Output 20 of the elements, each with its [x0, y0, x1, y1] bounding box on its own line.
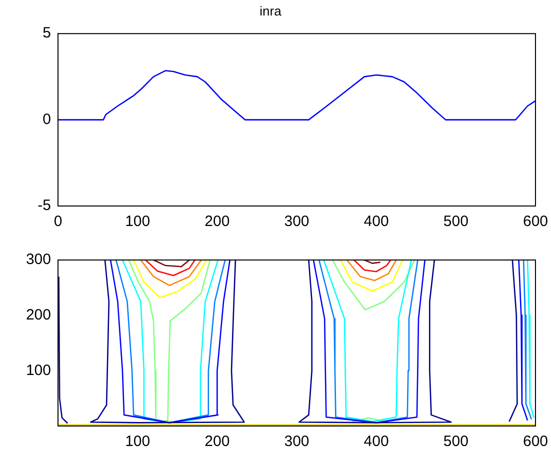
y-tick-label: 200: [26, 306, 51, 324]
x-tick-label: 100: [125, 433, 150, 450]
y-tick-label: 300: [26, 251, 51, 268]
x-tick-label: 500: [443, 433, 468, 450]
x-tick-label: 500: [443, 213, 468, 230]
x-tick-label: 300: [284, 213, 310, 230]
y-tick-label: 100: [26, 362, 51, 379]
x-tick-label: 400: [364, 213, 389, 230]
x-tick-label: 200: [204, 433, 230, 450]
x-tick-label: 300: [284, 433, 310, 450]
x-tick-label: 600: [522, 433, 548, 450]
x-tick-label: 400: [364, 433, 389, 450]
x-tick-label: 200: [204, 213, 230, 230]
y-tick-label: -5: [38, 197, 51, 214]
y-tick-label: 5: [42, 24, 51, 42]
chart-title: inra: [260, 3, 282, 18]
x-tick-label: 100: [125, 213, 150, 230]
y-tick-label: 0: [42, 110, 51, 128]
x-tick-label: 600: [522, 213, 548, 230]
x-tick-label: 0: [54, 213, 62, 230]
